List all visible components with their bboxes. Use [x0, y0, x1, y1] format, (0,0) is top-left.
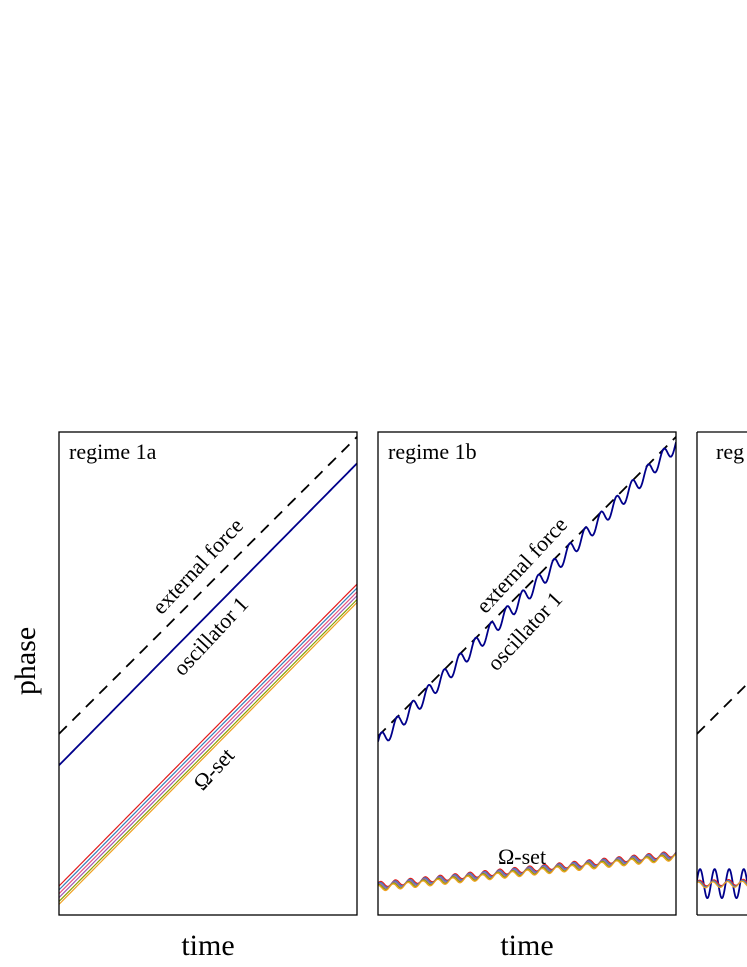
- panel-regime-1b: regime 1b external force oscillator 1 Ω-…: [377, 431, 677, 962]
- series-line-5: [59, 595, 357, 899]
- series-group: [697, 682, 747, 900]
- series-line-3: [59, 587, 357, 891]
- series-line-6: [378, 854, 676, 892]
- x-axis-label: time: [181, 929, 234, 962]
- series-line-external-force: [59, 436, 357, 735]
- panel-title: regime 1a: [69, 439, 157, 464]
- annotation-omega-set: Ω-set: [188, 743, 239, 795]
- series-line-2: [59, 583, 357, 887]
- series-line-external-force: [378, 436, 676, 737]
- series-line-oscillator-1: [697, 868, 747, 900]
- panel-regime-cropped: reg: [696, 431, 747, 916]
- series-line-4: [697, 880, 747, 889]
- series-line-6: [59, 599, 357, 902]
- panel-title: reg: [716, 439, 744, 464]
- annotation-omega-set: Ω-set: [498, 844, 546, 869]
- series-line-oscillator-1: [59, 462, 357, 766]
- series-line-7: [59, 602, 357, 905]
- panel-title: regime 1b: [388, 439, 477, 464]
- series-line-4: [59, 591, 357, 895]
- plot-frame: [58, 431, 358, 916]
- plot-frame: [377, 431, 677, 916]
- annotation-oscillator-1: oscillator 1: [168, 591, 253, 680]
- y-axis-label: phase: [9, 627, 42, 695]
- x-axis-label: time: [500, 929, 553, 962]
- series-group: [378, 436, 676, 892]
- series-line-oscillator-1: [378, 441, 676, 742]
- panel-regime-1a: regime 1a external force oscillator 1 Ω-…: [58, 431, 358, 962]
- series-group: [59, 436, 357, 905]
- series-line-external-force: [697, 682, 747, 735]
